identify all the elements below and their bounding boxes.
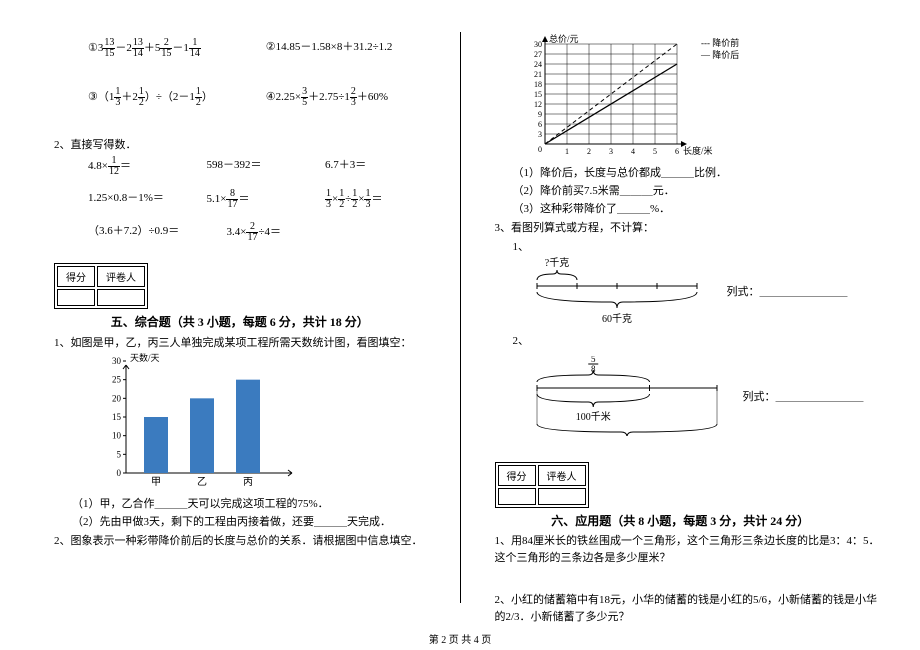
mental-row-1: 4.8×112＝ 598－392＝ 6.7＋3＝ xyxy=(88,156,444,177)
q5-2: 2、图象表示一种彩带降价前后的长度与总价的关系．请根据图中信息填空． xyxy=(54,532,444,548)
q2-2: （2）降价前买7.5米需＿＿＿元． xyxy=(513,182,885,198)
right-column: 总价/元369121518212427300123456长度/米--- 降价前—… xyxy=(460,32,885,603)
svg-text:1: 1 xyxy=(565,147,569,156)
svg-text:24: 24 xyxy=(534,60,542,69)
svg-text:20: 20 xyxy=(112,393,122,403)
diag1-label: 列式：＿＿＿＿＿＿＿＿ xyxy=(727,283,848,299)
svg-text:15: 15 xyxy=(112,412,122,422)
svg-text:9: 9 xyxy=(538,110,542,119)
svg-text:总价/元: 总价/元 xyxy=(549,33,579,44)
svg-text:3: 3 xyxy=(609,147,613,156)
section-5-title: 五、综合题（共 3 小题，每题 6 分，共计 18 分） xyxy=(36,313,444,330)
svg-text:100千米: 100千米 xyxy=(575,410,610,423)
equation-row-1: ①31315－21314＋5215－1114 ②14.85－1.58×8＋31.… xyxy=(88,38,444,59)
svg-text:4: 4 xyxy=(631,147,635,156)
svg-text:6: 6 xyxy=(675,147,679,156)
svg-text:?千克: ?千克 xyxy=(544,257,568,269)
page: ①31315－21314＋5215－1114 ②14.85－1.58×8＋31.… xyxy=(0,0,920,625)
svg-text:5: 5 xyxy=(591,356,596,364)
mental-row-2: 1.25×0.8－1%＝ 5.1×817＝ 13×12÷12×13＝ xyxy=(88,189,444,210)
m8: 3.4×217÷4＝ xyxy=(197,222,336,243)
m3: 6.7＋3＝ xyxy=(325,156,444,177)
page-footer: 第 2 页 共 4 页 xyxy=(0,631,920,646)
svg-text:甲: 甲 xyxy=(151,477,161,488)
q5-1: 1、如图是甲，乙，丙三人单独完成某项工程所需天数统计图，看图填空： xyxy=(54,334,444,350)
q3-2: 2、 xyxy=(513,332,885,348)
svg-text:21: 21 xyxy=(534,70,542,79)
svg-text:丙: 丙 xyxy=(243,477,253,488)
svg-text:5: 5 xyxy=(653,147,657,156)
svg-text:0: 0 xyxy=(538,145,542,154)
svg-text:15: 15 xyxy=(534,90,542,99)
bar-chart: 天数/天 0 5 10 15 20 25 30 甲 乙 丙 xyxy=(96,353,296,493)
svg-text:18: 18 xyxy=(534,80,542,89)
q3-1: 1、 xyxy=(513,238,885,254)
svg-text:长度/米: 长度/米 xyxy=(683,145,713,156)
section-6-title: 六、应用题（共 8 小题，每题 3 分，共计 24 分） xyxy=(477,512,885,529)
equation-2: ②14.85－1.58×8＋31.2÷1.2 xyxy=(266,38,444,59)
svg-text:3: 3 xyxy=(538,130,542,139)
line-chart: 总价/元369121518212427300123456长度/米--- 降价前—… xyxy=(517,32,777,162)
m2: 598－392＝ xyxy=(207,156,326,177)
svg-text:30: 30 xyxy=(112,356,122,366)
svg-text:乙: 乙 xyxy=(197,476,207,488)
svg-text:8: 8 xyxy=(591,364,596,374)
equation-4: ④2.25×35＋2.75÷123＋60% xyxy=(266,87,444,108)
svg-text:12: 12 xyxy=(534,100,542,109)
q6-1: 1、用84厘米长的铁丝围成一个三角形，这个三角形三条边长度的比是3：4：5．这个… xyxy=(495,533,885,566)
q6-2: 2、小红的储蓄箱中有18元，小华的储蓄的钱是小红的5/6，小新储蓄的钱是小华的2… xyxy=(495,592,885,625)
q2-label: 2、直接写得数． xyxy=(54,136,444,152)
m1: 4.8×112＝ xyxy=(88,156,207,177)
mental-row-3: （3.6＋7.2）÷0.9＝ 3.4×217÷4＝ xyxy=(88,222,444,243)
svg-text:6: 6 xyxy=(538,120,542,129)
equation-1: ①31315－21314＋5215－1114 xyxy=(88,38,266,59)
svg-text:天数/天: 天数/天 xyxy=(130,353,160,363)
left-column: ①31315－21314＋5215－1114 ②14.85－1.58×8＋31.… xyxy=(36,32,460,603)
svg-text:5: 5 xyxy=(117,449,122,459)
svg-text:10: 10 xyxy=(112,431,122,441)
q3: 3、看图列算式或方程，不计算： xyxy=(495,219,885,235)
svg-text:60千克: 60千克 xyxy=(602,313,632,325)
svg-text:— 降价后: — 降价后 xyxy=(700,49,739,60)
q5-1-2: （2）先由甲做3天，剩下的工程由丙接着做，还要＿＿＿天完成． xyxy=(72,513,444,529)
equation-row-2: ③（113＋212）÷（2－112） ④2.25×35＋2.75÷123＋60% xyxy=(88,87,444,108)
svg-text:2: 2 xyxy=(587,147,591,156)
svg-text:--- 降价前: --- 降价前 xyxy=(701,37,739,48)
svg-text:27: 27 xyxy=(534,50,542,59)
svg-text:30: 30 xyxy=(534,40,542,49)
q2-1: （1）降价后，长度与总价都成＿＿＿比例． xyxy=(513,164,885,180)
m6: 13×12÷12×13＝ xyxy=(325,189,444,210)
m4: 1.25×0.8－1%＝ xyxy=(88,189,207,210)
diagram-2-svg: 58100千米x 千米 xyxy=(527,356,727,436)
score-box-2: 得分评卷人 xyxy=(495,462,589,508)
diagram-2: 58100千米x 千米 列式：＿＿＿＿＿＿＿＿ xyxy=(527,356,885,436)
m7: （3.6＋7.2）÷0.9＝ xyxy=(88,222,197,243)
q5-1-1: （1）甲，乙合作＿＿＿天可以完成这项工程的75%． xyxy=(72,495,444,511)
equation-3: ③（113＋212）÷（2－112） xyxy=(88,87,266,108)
q2-3: （3）这种彩带降价了＿＿＿%． xyxy=(513,200,885,216)
m5: 5.1×817＝ xyxy=(207,189,326,210)
svg-text:25: 25 xyxy=(112,375,122,385)
svg-text:0: 0 xyxy=(117,468,122,478)
diagram-1: ?千克 60千克 列式：＿＿＿＿＿＿＿＿ xyxy=(527,256,885,326)
diagram-1-svg: ?千克 60千克 xyxy=(527,256,707,326)
score-box: 得分评卷人 xyxy=(54,263,148,309)
diag2-label: 列式：＿＿＿＿＿＿＿＿ xyxy=(743,388,864,404)
